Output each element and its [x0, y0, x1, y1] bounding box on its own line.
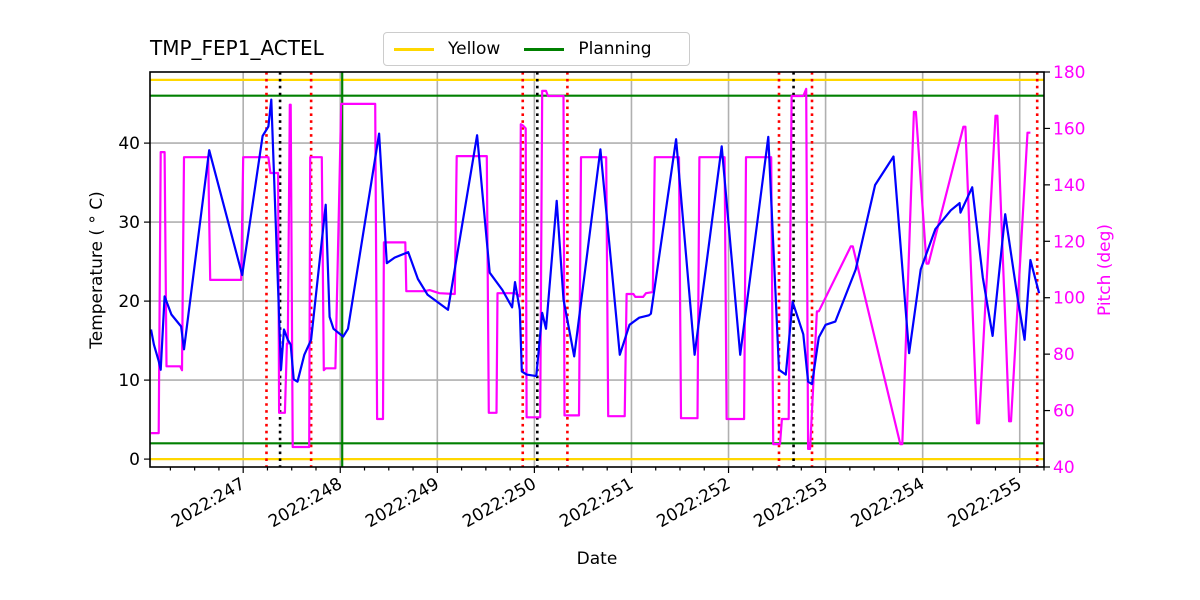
y-tick-label: 0	[129, 450, 140, 470]
legend: Yellow Planning	[383, 32, 690, 66]
y-axis-label-right: Pitch (deg)	[1095, 224, 1115, 316]
y2-tick-label: 80	[1053, 345, 1075, 365]
x-tick-label: 2022:249	[362, 474, 443, 532]
event-lines	[265, 72, 1039, 467]
x-tick-label: 2022:248	[265, 474, 346, 532]
y-tick-label: 30	[118, 213, 140, 233]
legend-item-planning: Planning	[524, 39, 652, 59]
x-axis: 2022:247 2022:248 2022:249 2022:250 2022:251…	[168, 467, 1045, 532]
x-axis-label: Date	[577, 549, 618, 569]
series-pitch	[151, 87, 1031, 450]
chart-title: TMP_FEP1_ACTEL	[150, 36, 324, 60]
y-axis-label-left: Temperature ( ° C)	[87, 191, 107, 350]
y-tick-label: 40	[118, 134, 140, 154]
x-tick-label: 2022:255	[945, 474, 1026, 532]
data-series	[150, 87, 1041, 450]
threshold-lines	[150, 78, 1044, 461]
y2-tick-label: 40	[1053, 458, 1075, 478]
y2-tick-label: 140	[1053, 176, 1085, 196]
y-tick-label: 20	[118, 292, 140, 312]
y-axis-right: 40 60 80 100 120 140 160 180	[1044, 63, 1085, 478]
series-tmp_fep1_actel	[150, 98, 1041, 386]
legend-label-planning: Planning	[578, 39, 652, 59]
x-tick-label: 2022:252	[653, 474, 734, 532]
y-axis-left: 0 10 20 30 40	[118, 134, 150, 470]
y2-tick-label: 100	[1053, 289, 1085, 309]
x-tick-label: 2022:253	[751, 474, 832, 532]
plot-frame	[149, 71, 1045, 468]
legend-label-yellow: Yellow	[448, 39, 501, 59]
y2-tick-label: 160	[1053, 119, 1085, 139]
x-tick-label: 2022:251	[556, 474, 637, 532]
legend-item-yellow: Yellow	[394, 39, 500, 59]
y-tick-label: 10	[118, 371, 140, 391]
y2-tick-label: 120	[1053, 232, 1085, 252]
legend-swatch-planning	[524, 47, 565, 51]
x-tick-label: 2022:250	[459, 474, 540, 532]
x-tick-label: 2022:254	[848, 474, 929, 532]
x-tick-label: 2022:247	[168, 474, 249, 532]
y2-tick-label: 60	[1053, 402, 1075, 422]
y2-tick-label: 180	[1053, 63, 1085, 83]
legend-swatch-yellow	[394, 47, 434, 51]
